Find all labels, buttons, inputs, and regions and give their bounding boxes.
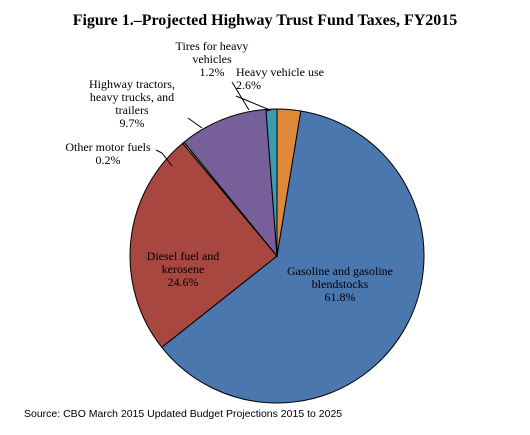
chart-title: Figure 1.–Projected Highway Trust Fund T… xyxy=(72,12,458,29)
leader-line xyxy=(235,95,272,112)
slice-value-label: 61.8% xyxy=(325,290,356,304)
source-note: Source: CBO March 2015 Updated Budget Pr… xyxy=(24,408,343,420)
pie-slice xyxy=(129,142,278,348)
slice-value-label: 0.2% xyxy=(96,153,121,167)
slice-name-label: kerosene xyxy=(162,262,205,276)
slice-label: Tires for heavy vehicles 1.2% xyxy=(176,39,249,79)
slice-name-label: blendstocks xyxy=(312,277,369,291)
leader-line xyxy=(187,117,203,129)
slice-value-label: 9.7% xyxy=(120,116,145,130)
pie-slice xyxy=(183,108,278,258)
slice-value-label: 1.2% xyxy=(200,65,225,79)
slice-name-label: Highway tractors, xyxy=(89,77,175,91)
slice-name-label: vehicles xyxy=(192,52,232,66)
slice-value-label: 24.6% xyxy=(168,275,199,289)
pie-slices xyxy=(129,108,425,404)
slice-name-label: heavy trucks, and xyxy=(90,90,174,104)
slice-name-label: Other motor fuels xyxy=(65,140,151,154)
slice-value-label: 2.6% xyxy=(236,78,261,92)
slice-label: Heavy vehicle use 2.6% xyxy=(236,65,324,92)
pie-slice xyxy=(265,108,278,257)
slice-label: Highway tractors, heavy trucks, and traile… xyxy=(89,77,175,130)
slice-name-label: Gasoline and gasoline xyxy=(287,264,393,278)
slice-label: Other motor fuels 0.2% xyxy=(65,140,151,167)
leader-line xyxy=(231,81,250,111)
slice-name-label: Diesel fuel and xyxy=(147,249,220,263)
slice-name-label: trailers xyxy=(115,103,149,117)
slice-labels: Heavy vehicle use 2.6% Gasoline and gasoli… xyxy=(65,39,393,304)
pie-slice xyxy=(161,110,425,404)
slice-label: Diesel fuel and kerosene 24.6% xyxy=(147,249,220,289)
slice-name-label: Tires for heavy xyxy=(176,39,249,53)
leader-line xyxy=(155,149,173,167)
slice-label: Gasoline and gasoline blendstocks 61.8% xyxy=(287,264,393,304)
slice-name-label: Heavy vehicle use xyxy=(236,65,324,79)
leader-lines xyxy=(155,81,272,167)
